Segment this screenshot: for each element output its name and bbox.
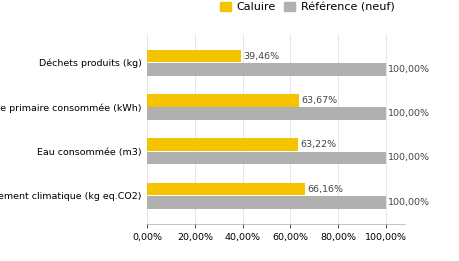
Bar (147, 139, 297, 151)
Bar (147, 196, 385, 209)
Text: 66,16%: 66,16% (306, 185, 342, 193)
Bar (147, 63, 385, 76)
Bar (147, 108, 385, 120)
Text: 63,67%: 63,67% (300, 96, 336, 105)
Bar (147, 94, 298, 106)
Text: 63,22%: 63,22% (299, 140, 335, 149)
Bar (147, 152, 385, 164)
Bar (147, 50, 241, 62)
Text: 100,00%: 100,00% (387, 198, 429, 207)
Text: 100,00%: 100,00% (387, 109, 429, 118)
Text: 100,00%: 100,00% (387, 65, 429, 74)
Bar (147, 183, 304, 195)
Text: 100,00%: 100,00% (387, 153, 429, 163)
Text: 39,46%: 39,46% (243, 52, 279, 61)
Legend: Caluire, Référence (neuf): Caluire, Référence (neuf) (215, 0, 398, 17)
